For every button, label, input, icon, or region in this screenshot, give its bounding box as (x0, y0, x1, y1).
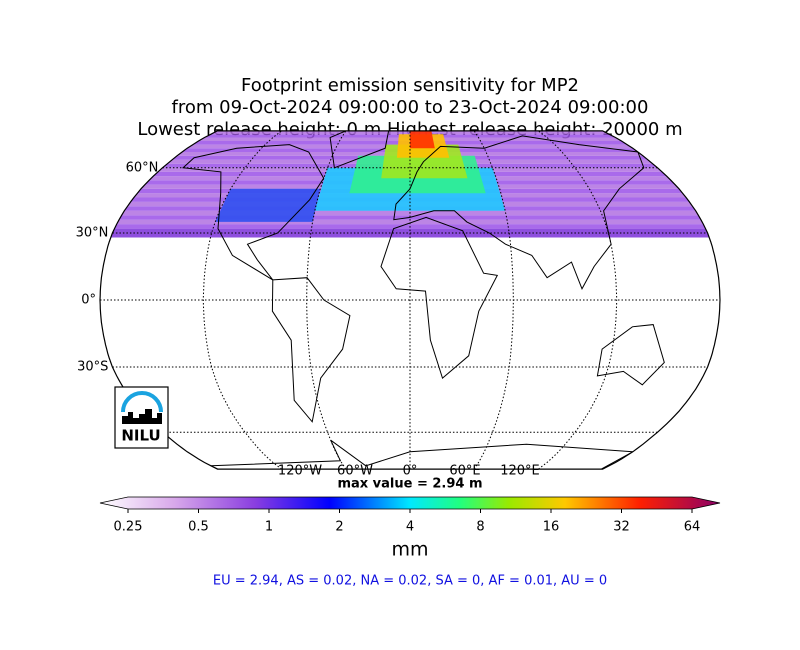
colorbar-tick-label: 8 (476, 520, 484, 535)
coastline (380, 216, 499, 379)
sensitivity-band (110, 233, 710, 238)
colorbar-tick-label: 64 (684, 520, 701, 535)
meridian (473, 130, 514, 470)
max-value: max value = 2.94 m (337, 477, 482, 492)
map-content (100, 130, 720, 470)
colorbar-tick-label: 16 (543, 520, 560, 535)
title-line: Footprint emission sensitivity for MP2 (241, 75, 579, 96)
meridian (306, 130, 347, 470)
coastline (596, 324, 665, 386)
sensitivity-blob (215, 188, 321, 222)
lat-label: 30°S (77, 359, 108, 374)
logo-text: NILU (121, 427, 160, 445)
coastline (271, 277, 351, 423)
colorbar-tick-label: 2 (335, 520, 343, 535)
region-values: EU = 2.94, AS = 0.02, NA = 0.02, SA = 0,… (213, 574, 607, 589)
map: 60°N 30°N 0° 30°S 120°W 60°W 0° 60°E 120°E (76, 130, 721, 479)
colorbar-tick-label: 1 (265, 520, 273, 535)
colorbar-tick-label: 0.5 (188, 520, 209, 535)
lon-label: 60°W (337, 464, 373, 479)
colorbar-tick-label: 0.25 (114, 520, 143, 535)
lon-label: 60°E (449, 464, 480, 479)
lat-label: 60°N (126, 160, 159, 175)
logo: NILU (114, 386, 169, 449)
lat-label: 30°N (76, 226, 109, 241)
lat-label: 0° (81, 293, 96, 308)
coastline (210, 439, 635, 470)
lon-label: 120°W (278, 464, 322, 479)
colorbar-tick-label: 4 (406, 520, 414, 535)
meridian (202, 130, 282, 470)
map-outline (99, 130, 721, 470)
coastline (181, 144, 325, 281)
title-line: from 09-Oct-2024 09:00:00 to 23-Oct-2024… (172, 97, 649, 118)
colorbar-label: mm (391, 539, 428, 561)
meridian (538, 130, 618, 470)
colorbar: 0.25 0.5 1 2 4 8 16 32 64 (99, 496, 721, 535)
sensitivity-blob (410, 130, 435, 149)
colorbar-tick-label: 32 (613, 520, 630, 535)
lon-label: 120°E (500, 464, 540, 479)
coastline (393, 135, 645, 290)
lon-label: 0° (403, 464, 418, 479)
